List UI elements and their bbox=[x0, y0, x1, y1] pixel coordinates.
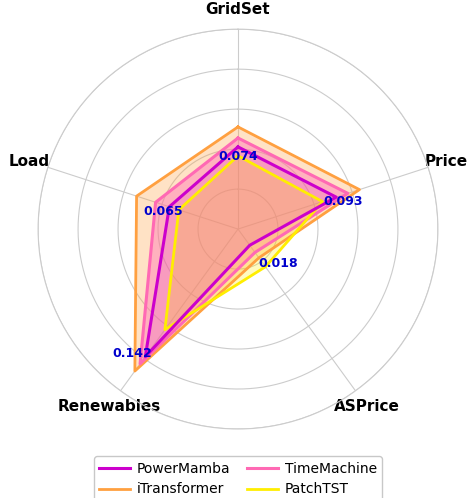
Polygon shape bbox=[145, 147, 336, 357]
Polygon shape bbox=[140, 138, 348, 364]
Text: 0.093: 0.093 bbox=[323, 195, 362, 208]
Polygon shape bbox=[165, 156, 323, 330]
Polygon shape bbox=[135, 127, 359, 371]
Text: 0.065: 0.065 bbox=[143, 205, 183, 218]
Text: 0.074: 0.074 bbox=[218, 150, 258, 163]
Text: 0.018: 0.018 bbox=[258, 256, 298, 269]
Text: 0.142: 0.142 bbox=[113, 347, 152, 360]
Legend: PowerMamba, iTransformer, TimeMachine, PatchTST: PowerMamba, iTransformer, TimeMachine, P… bbox=[94, 456, 382, 498]
